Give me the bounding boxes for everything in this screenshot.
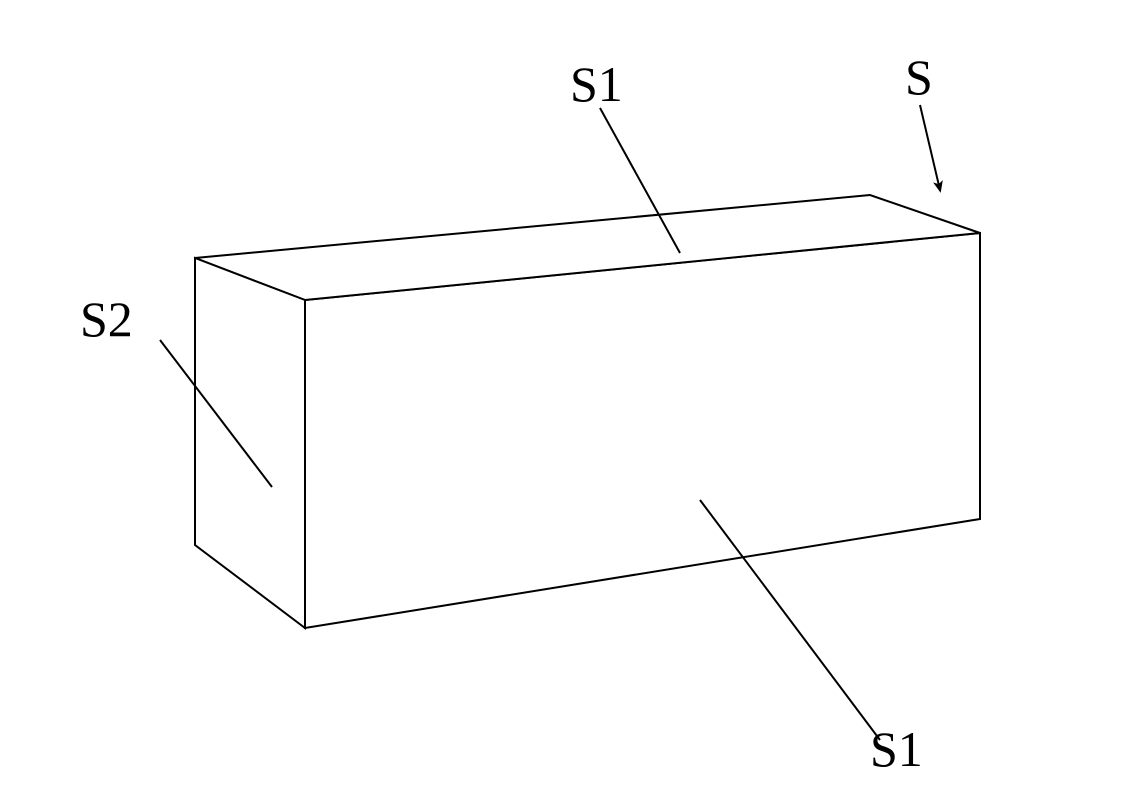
label-s: S	[905, 48, 933, 106]
diagram-svg	[0, 0, 1126, 812]
label-s1-top: S1	[570, 55, 623, 113]
label-s1-front: S1	[870, 720, 923, 778]
box-front-face	[305, 233, 980, 628]
diagram-container: S1 S S2 S1	[0, 0, 1126, 812]
box-left-face	[195, 258, 305, 628]
leader-s-arrow	[920, 105, 940, 190]
label-s2: S2	[80, 290, 133, 348]
